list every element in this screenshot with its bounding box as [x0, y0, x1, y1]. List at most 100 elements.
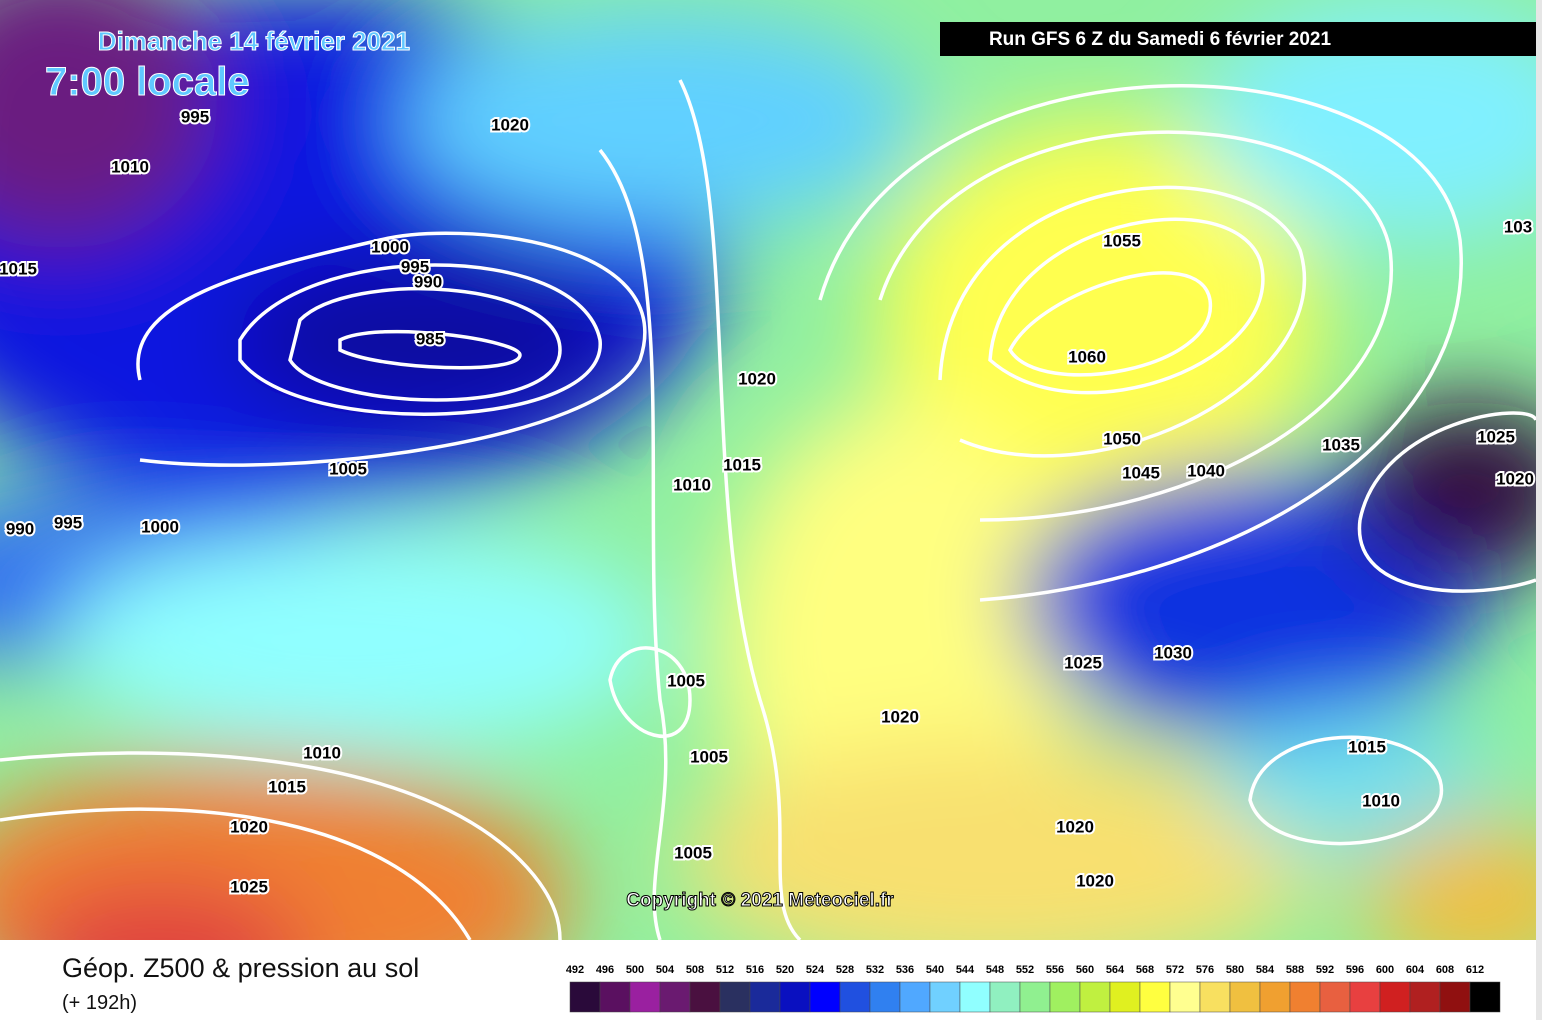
isobar: [598, 148, 668, 940]
isobar-label: 1050: [1103, 429, 1141, 448]
scale-swatch: [989, 981, 1021, 1013]
isobar: [1248, 735, 1444, 846]
scale-swatch: [1289, 981, 1321, 1013]
isobar-label: 1020: [1496, 469, 1534, 488]
isobar-label: 1015: [723, 455, 761, 474]
isobar-label: 1035: [1322, 435, 1360, 454]
scale-tick: 548: [986, 964, 1004, 976]
isobar-label: 1005: [329, 459, 367, 478]
scale-swatch: [839, 981, 871, 1013]
scale-tick: 568: [1136, 964, 1154, 976]
scale-tick: 524: [806, 964, 825, 976]
scale-tick: 512: [716, 964, 734, 976]
run-label: Run GFS 6 Z du Samedi 6 février 2021: [989, 29, 1332, 50]
product-subtitle: (+ 192h): [62, 992, 137, 1014]
isobar-label: 1020: [230, 817, 268, 836]
isobars: [0, 79, 1536, 940]
scale-swatch: [1379, 981, 1411, 1013]
scale-swatch: [1319, 981, 1351, 1013]
isobar: [608, 646, 692, 738]
scale-swatch: [869, 981, 901, 1013]
isobar-label: 1060: [1068, 347, 1106, 366]
isobar: [238, 263, 602, 416]
scale-swatch: [1469, 981, 1501, 1013]
forecast-time: 7:00 locale: [45, 60, 250, 104]
edge-strip: [1536, 0, 1542, 1020]
scale-swatch: [1019, 981, 1051, 1013]
isobar-label: 1040: [1187, 461, 1225, 480]
isobar-label: 990: [414, 272, 442, 291]
scale-tick: 608: [1436, 964, 1454, 976]
scale-tick: 588: [1286, 964, 1304, 976]
scale-tick: 532: [866, 964, 884, 976]
scale-swatch: [749, 981, 781, 1013]
isobar-label: 1045: [1122, 463, 1160, 482]
scale-tick: 604: [1406, 964, 1425, 976]
isobar-label: 1010: [111, 157, 149, 176]
forecast-date: Dimanche 14 février 2021: [98, 26, 410, 56]
scale-tick: 540: [926, 964, 944, 976]
isobar: [0, 807, 472, 940]
isobar: [1357, 411, 1536, 593]
scale-swatch: [599, 981, 631, 1013]
isobar-label: 1055: [1103, 231, 1141, 250]
scale-swatch: [1109, 981, 1141, 1013]
scale-swatch: [959, 981, 991, 1013]
isobar-label: 1020: [1056, 817, 1094, 836]
product-title: Géop. Z500 & pression au sol: [62, 953, 419, 983]
isobar-label: 995: [181, 107, 209, 126]
isobar-label: 985: [416, 329, 444, 348]
isobar-label: 1010: [303, 743, 341, 762]
scale-swatch: [659, 981, 691, 1013]
scale-swatch: [629, 981, 661, 1013]
scale-swatch: [1169, 981, 1201, 1013]
scale-tick: 584: [1256, 964, 1275, 976]
scale-tick: 504: [656, 964, 675, 976]
scale-swatch: [569, 981, 601, 1013]
isobar-label: 1020: [738, 369, 776, 388]
copyright: Copyright © 2021 Meteociel.fr: [626, 890, 894, 911]
scale-tick: 500: [626, 964, 644, 976]
isobar-label: 1025: [1064, 653, 1102, 672]
isobar-label: 990: [6, 519, 34, 538]
scale-swatch: [1199, 981, 1231, 1013]
isobar: [338, 329, 522, 370]
isobar: [136, 231, 647, 467]
isobar-label: 1030: [1154, 643, 1192, 662]
scale-swatch: [1049, 981, 1081, 1013]
scale-swatch: [1349, 981, 1381, 1013]
scale-swatch: [1409, 981, 1441, 1013]
isobar-label: 1015: [0, 259, 37, 278]
scale-swatch: [809, 981, 841, 1013]
isobar: [288, 287, 562, 402]
isobar: [878, 130, 1394, 522]
scale-tick: 528: [836, 964, 854, 976]
isobar-label: 1005: [674, 843, 712, 862]
isobar-label: 1000: [371, 237, 409, 256]
isobar-label: 1010: [673, 475, 711, 494]
isobar: [678, 79, 802, 940]
scale-tick: 492: [566, 964, 584, 976]
isobar-label: 1020: [491, 115, 529, 134]
scale-tick: 596: [1346, 964, 1364, 976]
isobar-label: 1010: [1362, 791, 1400, 810]
scale-tick: 600: [1376, 964, 1394, 976]
isobar: [988, 217, 1265, 395]
isobar-label: 995: [401, 257, 429, 276]
scale-tick: 556: [1046, 964, 1064, 976]
scale-tick: 576: [1196, 964, 1214, 976]
scale-tick: 508: [686, 964, 704, 976]
scale-swatch: [1079, 981, 1111, 1013]
isobar-label: 1005: [690, 747, 728, 766]
isobar-label: 1020: [881, 707, 919, 726]
scale-swatch: [719, 981, 751, 1013]
scale-swatch: [1229, 981, 1261, 1013]
scale-swatch: [929, 981, 961, 1013]
scale-swatch: [1139, 981, 1171, 1013]
isobar-label: 1025: [1477, 427, 1515, 446]
scale-swatch: [1439, 981, 1471, 1013]
